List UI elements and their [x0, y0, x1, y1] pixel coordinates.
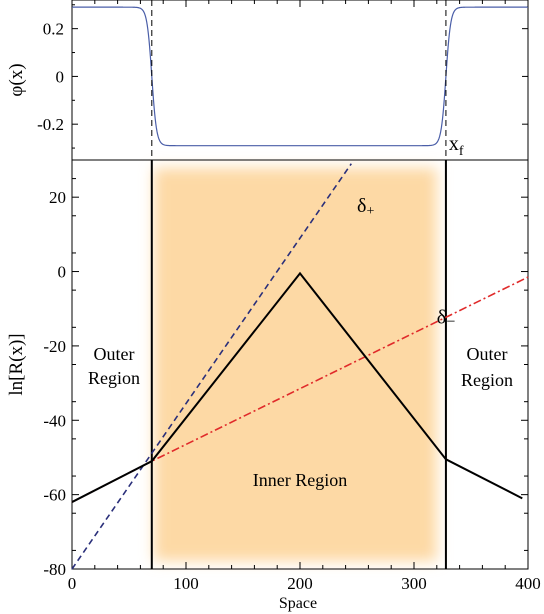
- bottom-x-axis-label: Space: [279, 595, 317, 612]
- bottom-x-tick-label-0: 0: [68, 574, 77, 593]
- phi-curve: [72, 6, 528, 147]
- top-y-axis-label: φ(x): [6, 63, 27, 96]
- bottom-axis-ticks: 200-20-40-60-800 100 200 300 400: [43, 0, 541, 593]
- outer-region-left-line2: Region: [88, 368, 140, 388]
- series-ln-r: [71, 271, 523, 503]
- bottom-y-tick-label-4: -60: [43, 486, 66, 505]
- top-y-ticks: 0.2 0 -0.2: [37, 4, 528, 149]
- top-y-tick-label-0: 0.2: [43, 20, 64, 39]
- bottom-x-tick-label-3: 300: [401, 574, 427, 593]
- bottom-y-tick-label-1: 0: [58, 263, 67, 282]
- bottom-x-tick-label-2: 200: [287, 574, 313, 593]
- bottom-y-tick-label-0: 20: [49, 188, 66, 207]
- bottom-y-tick-label-2: -20: [43, 337, 66, 356]
- series-delta-minus: [71, 276, 529, 503]
- delta-minus-label: δ−: [437, 307, 455, 331]
- bottom-y-tick-label-5: -80: [43, 560, 66, 579]
- bottom-x-tick-label-1: 100: [173, 574, 199, 593]
- bottom-panel: 200-20-40-60-800 100 200 300 400 δ+ δ− Outer…: [6, 0, 541, 612]
- bottom-x-tick-label-4: 400: [515, 574, 541, 593]
- delta-plus-label: δ+: [357, 195, 374, 219]
- outer-region-right-line2: Region: [461, 370, 513, 390]
- top-y-tick-label-2: -0.2: [37, 115, 64, 134]
- top-panel: 0.2 0 -0.2 φ(x) xf: [6, 0, 529, 161]
- outer-region-left-line1: Outer: [94, 344, 135, 364]
- bottom-y-tick-label-3: -40: [43, 411, 66, 430]
- series-delta-plus: [71, 163, 352, 570]
- outer-region-right-line1: Outer: [467, 344, 508, 364]
- top-y-tick-label-1: 0: [56, 67, 65, 86]
- inner-region-label: Inner Region: [253, 470, 347, 490]
- bottom-y-axis-label: ln[R(x)]: [6, 333, 27, 395]
- xf-label: xf: [449, 133, 464, 159]
- inner-region-shading: [154, 168, 437, 561]
- top-panel-frame: [71, 0, 529, 161]
